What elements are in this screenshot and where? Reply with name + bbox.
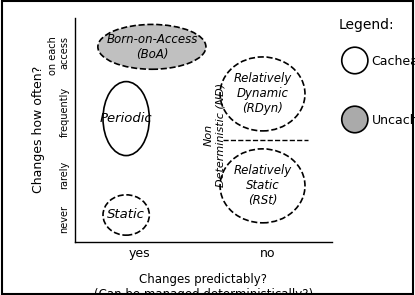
Ellipse shape: [98, 24, 206, 69]
Text: on each
access: on each access: [48, 36, 70, 75]
Text: Relatively
Dynamic
(RDyn): Relatively Dynamic (RDyn): [233, 73, 292, 115]
Text: Relatively
Static
(RSt): Relatively Static (RSt): [233, 164, 292, 207]
Text: Born-on-Access
(BoA): Born-on-Access (BoA): [106, 33, 198, 61]
Text: frequently: frequently: [60, 87, 70, 137]
Ellipse shape: [220, 149, 305, 223]
Ellipse shape: [103, 82, 149, 155]
Text: Static: Static: [107, 209, 145, 222]
Text: Changes predictably?
(Can be managed deterministically?): Changes predictably? (Can be managed det…: [94, 273, 313, 295]
Text: Legend:: Legend:: [338, 18, 394, 32]
Text: Periodic: Periodic: [100, 112, 152, 125]
Text: Changes how often?: Changes how often?: [32, 66, 45, 194]
Text: never: never: [60, 206, 70, 233]
Text: Non
Deterministic (ND): Non Deterministic (ND): [204, 83, 226, 187]
Ellipse shape: [220, 57, 305, 131]
Ellipse shape: [342, 106, 368, 133]
Ellipse shape: [342, 47, 368, 74]
Ellipse shape: [103, 195, 149, 235]
Text: rarely: rarely: [60, 160, 70, 189]
Text: Uncacheable: Uncacheable: [371, 114, 415, 127]
Text: Cacheable: Cacheable: [371, 55, 415, 68]
